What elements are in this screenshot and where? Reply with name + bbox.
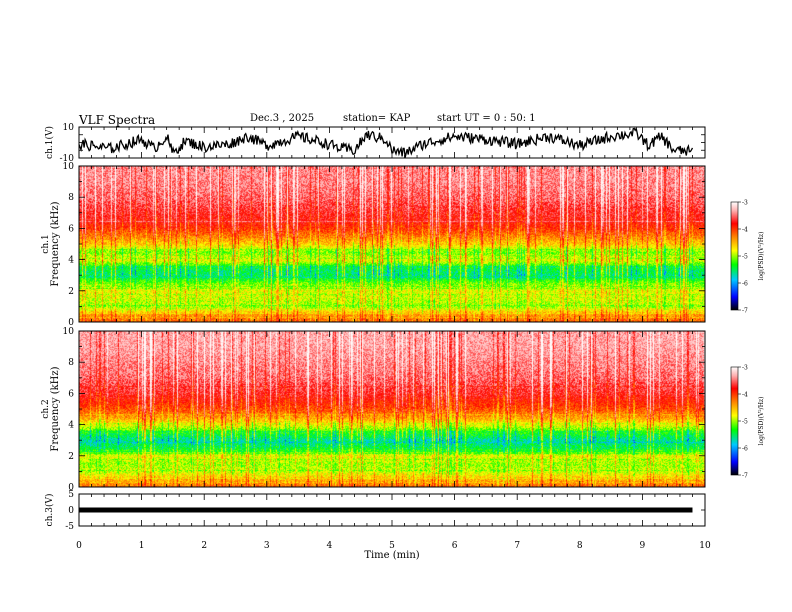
ch2-spectrogram-image [79, 331, 705, 487]
ch2-spectrogram-colorbar-tick-label: -6 [742, 446, 748, 453]
ch2-spectrogram-ytick-label: 10 [63, 327, 75, 337]
ch2-spectrogram-ylabel-channel: ch.2 [41, 399, 51, 418]
ch1-spectrogram-ylabel: Frequency (kHz) [50, 201, 61, 286]
ch2-spectrogram-colorbar [730, 366, 739, 476]
ch3-ytick-label: 5 [68, 490, 74, 500]
ch2-spectrogram-colorbar-label: log(PSD)(V²/Hz) [758, 397, 765, 446]
ch1-spectrogram-ylabel-channel: ch.1 [41, 234, 51, 253]
ch1-spectrogram-image [79, 166, 705, 322]
ch2-spectrogram-ytick-label: 8 [68, 358, 74, 368]
ch2-spectrogram-colorbar-tick-label: -5 [742, 419, 748, 426]
x-tick-label: 2 [201, 541, 207, 551]
date-label: Dec.3 , 2025 [250, 113, 315, 124]
x-tick-label: 6 [452, 541, 458, 551]
x-tick-label: 5 [389, 541, 395, 551]
ch1-spectrogram-colorbar-tick-label: -4 [742, 227, 748, 234]
x-axis-label: Time (min) [364, 550, 419, 561]
ch2-spectrogram-colorbar-tick-label: -4 [742, 392, 748, 399]
ch1-waveform-line [78, 126, 694, 158]
ch2-spectrogram-ytick-label: 0 [68, 483, 74, 493]
x-tick-label: 4 [327, 541, 333, 551]
ch1-spectrogram-ytick-label: 8 [68, 193, 74, 203]
ch1-spectrogram-colorbar-tick-label: -7 [742, 308, 748, 315]
x-tick-label: 1 [139, 541, 145, 551]
ch1-spectrogram-ytick-label: 4 [68, 256, 74, 266]
ch1-spectrogram-ytick-label: 10 [63, 162, 75, 172]
x-tick-label: 7 [514, 541, 520, 551]
ch3-ytick-label: 0 [68, 506, 74, 516]
ch1-spectrogram-colorbar-tick-label: -3 [742, 200, 748, 207]
ch1-spectrogram-colorbar-tick-label: -6 [742, 281, 748, 288]
ch1-spectrogram-colorbar-tick-label: -5 [742, 254, 748, 261]
ch2-spectrogram-colorbar-tick-label: -7 [742, 473, 748, 480]
ch2-spectrogram-ylabel: Frequency (kHz) [50, 366, 61, 451]
x-tick-label: 3 [264, 541, 270, 551]
plot-title: VLF Spectra [79, 113, 156, 127]
ch1-ylabel: ch.1(V) [44, 126, 55, 159]
start-time-label: start UT = 0 : 50: 1 [437, 113, 536, 124]
ch1-spectrogram-colorbar-label: log(PSD)(V²/Hz) [758, 232, 765, 281]
ch3-ytick-label: -5 [65, 522, 74, 532]
ch2-spectrogram-ytick-label: 6 [68, 389, 74, 399]
station-label: station= KAP [343, 113, 411, 124]
ch1-ytick-label: -10 [60, 154, 75, 164]
ch1-spectrogram-ytick-label: 2 [68, 287, 74, 297]
ch2-spectrogram-ytick-label: 4 [68, 421, 74, 431]
ch1-spectrogram-ytick-label: 6 [68, 224, 74, 234]
ch1-spectrogram-colorbar [730, 201, 739, 311]
x-tick-label: 10 [699, 541, 711, 551]
ch1-spectrogram-ytick-label: 0 [68, 318, 74, 328]
x-tick-label: 8 [577, 541, 583, 551]
x-tick-label: 0 [76, 541, 82, 551]
ch2-spectrogram-ytick-label: 2 [68, 452, 74, 462]
ch3-ylabel: ch.3(V) [44, 494, 55, 527]
ch2-spectrogram-colorbar-tick-label: -3 [742, 365, 748, 372]
x-tick-label: 9 [640, 541, 646, 551]
ch1-ytick-label: 10 [63, 123, 75, 133]
